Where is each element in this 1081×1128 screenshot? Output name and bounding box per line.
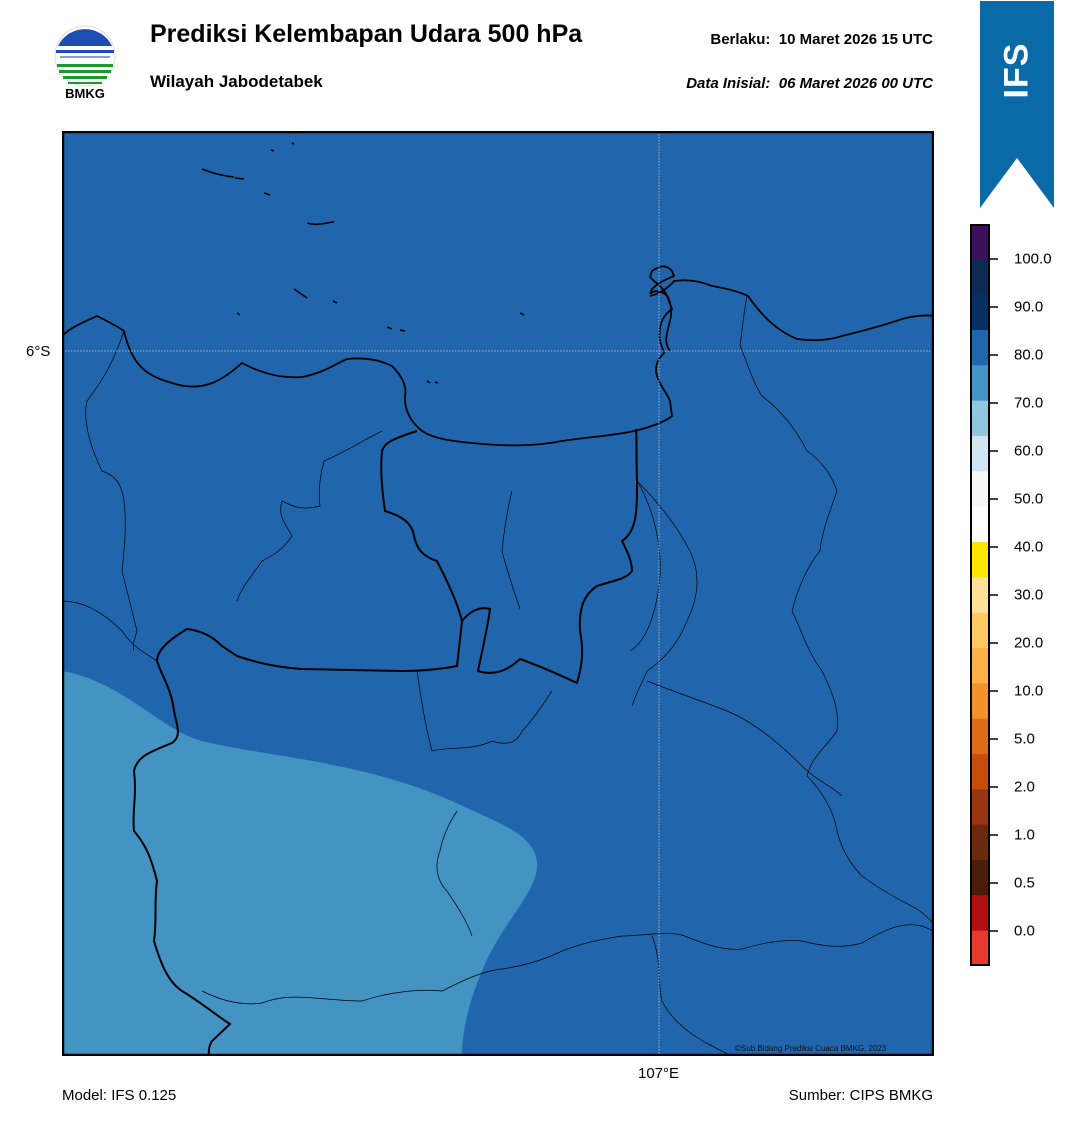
colorbar-tick-label: 2.0 (1014, 778, 1035, 796)
colorbar-segment (970, 577, 990, 614)
colorbar-segment (970, 860, 990, 896)
district-borders (62, 295, 934, 1056)
colorbar-tick-label: 50.0 (1014, 490, 1044, 508)
colorbar-segment (970, 259, 990, 296)
map-title: Prediksi Kelembapan Udara 500 hPa (150, 20, 583, 48)
init-time: Data Inisial: 06 Maret 2026 00 UTC (686, 75, 933, 92)
humidity-map (62, 131, 934, 1056)
valid-value: 10 Maret 2026 15 UTC (778, 31, 933, 48)
init-label: Data Inisial: (686, 75, 771, 92)
colorbar-tick-label: 70.0 (1014, 394, 1044, 412)
colorbar-segment (970, 754, 990, 790)
colorbar-tick-label: 10.0 (1014, 682, 1044, 700)
colorbar-segment (970, 930, 990, 966)
colorbar-tick-label: 5.0 (1014, 730, 1035, 748)
init-value: 06 Maret 2026 00 UTC (778, 75, 933, 92)
colorbar-tick-label: 90.0 (1014, 298, 1044, 316)
colorbar-segment (970, 506, 990, 543)
colorbar-segment (970, 294, 990, 331)
lon-label-107e: 107°E (638, 1065, 680, 1082)
colorbar-segment (970, 471, 990, 508)
colorbar-segment (970, 365, 990, 402)
colorbar-tick-label: 20.0 (1014, 634, 1044, 652)
colorbar-segment (970, 789, 990, 826)
humidity-field-70-80 (62, 671, 538, 1056)
lat-label-6s: 6°S (26, 343, 51, 360)
graticule (62, 131, 934, 1056)
colorbar-segment (970, 224, 990, 260)
colorbar-segment (970, 895, 990, 932)
colorbar-segment (970, 718, 990, 755)
coastline (62, 265, 934, 447)
colorbar-segment (970, 436, 990, 472)
colorbar-tick-label: 0.0 (1014, 922, 1035, 940)
bmkg-logo (54, 25, 116, 87)
islands (201, 142, 525, 384)
colorbar-tick-label: 80.0 (1014, 346, 1044, 364)
valid-time: Berlaku: 10 Maret 2026 15 UTC (710, 31, 933, 48)
colorbar-segment (970, 542, 990, 578)
colorbar-frame (970, 224, 990, 966)
map-credit: ©Sub Bidang Prediksi Cuaca BMKG, 2023 (735, 1044, 887, 1053)
colorbar-segment (970, 824, 990, 861)
map-frame (62, 131, 934, 1056)
colorbar (970, 224, 990, 966)
valid-label: Berlaku: (710, 31, 771, 48)
logo-text: BMKG (65, 86, 105, 101)
colorbar-tick-label: 0.5 (1014, 874, 1035, 892)
colorbar-segment (970, 400, 990, 437)
source-label: Sumber: CIPS BMKG (788, 1087, 933, 1104)
colorbar-segment (970, 330, 990, 366)
map-subtitle: Wilayah Jabodetabek (150, 72, 323, 91)
colorbar-labels: 100.0 90.0 80.0 70.0 60.0 50.0 40.0 30.0 20.0 10.… (996, 224, 1076, 966)
colorbar-ticks (990, 258, 998, 932)
colorbar-tick-label: 40.0 (1014, 538, 1044, 556)
colorbar-segment (970, 648, 990, 684)
colorbar-tick-label: 60.0 (1014, 442, 1044, 460)
colorbar-segment (970, 612, 990, 649)
colorbar-tick-label: 100.0 (1014, 250, 1052, 268)
ifs-label: IFS (997, 42, 1036, 98)
model-label: Model: IFS 0.125 (62, 1087, 177, 1104)
colorbar-segment (970, 683, 990, 720)
ifs-banner (980, 1, 1054, 208)
province-border (132, 428, 639, 1056)
colorbar-tick-label: 30.0 (1014, 586, 1044, 604)
colorbar-tick-label: 1.0 (1014, 826, 1035, 844)
